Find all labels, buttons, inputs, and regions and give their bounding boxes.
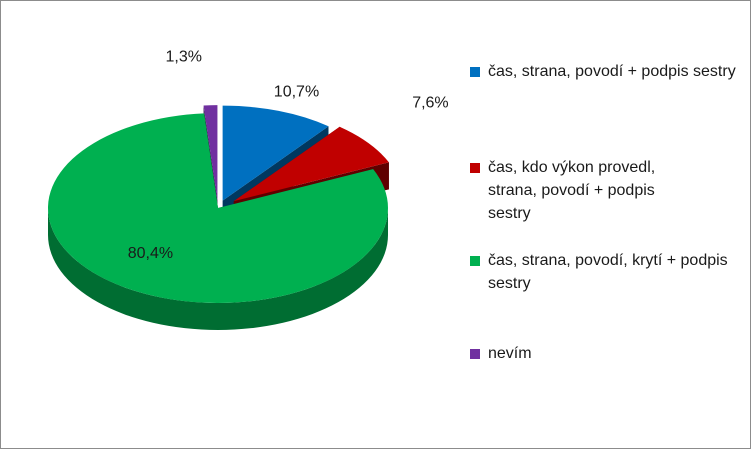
pie-tops	[47, 105, 389, 303]
pie-slice-side-2	[48, 208, 388, 330]
legend-label-2: čas, strana, povodí, krytí + podpis sest…	[488, 252, 728, 292]
pie-slice-0	[222, 105, 329, 201]
legend-label-1: čas, kdo výkon provedl, strana, povodí +…	[488, 159, 656, 222]
data-label-3: 1,3%	[166, 49, 202, 66]
pie-slice-1	[233, 126, 389, 202]
legend-swatch-0	[470, 67, 480, 77]
pie-labels: 10,7% 7,6% 80,4% 1,3%	[128, 49, 449, 262]
data-label-1: 7,6%	[412, 94, 448, 111]
legend-swatch-1	[470, 163, 480, 173]
data-label-2: 80,4%	[128, 245, 173, 262]
data-label-0: 10,7%	[274, 83, 319, 100]
legend-swatch-2	[470, 256, 480, 266]
pie-slice-3	[203, 105, 218, 201]
legend-swatch-3	[470, 349, 480, 359]
legend-item-1: čas, kdo výkon provedl, strana, povodí +…	[470, 156, 745, 225]
legend-item-3: nevím	[470, 342, 745, 365]
legend-item-2: čas, strana, povodí, krytí + podpis sest…	[470, 249, 745, 295]
pie-slice-2	[47, 113, 388, 303]
legend-item-0: čas, strana, povodí + podpis sestry	[470, 60, 745, 83]
legend-label-3: nevím	[488, 345, 532, 362]
legend-label-0: čas, strana, povodí + podpis sestry	[488, 63, 736, 80]
